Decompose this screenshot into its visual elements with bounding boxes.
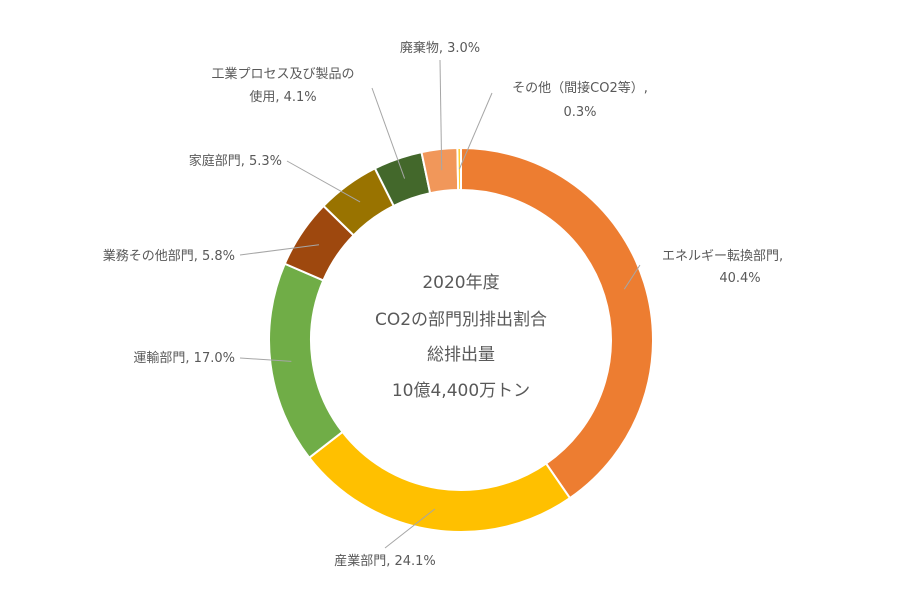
slice-0: [460, 146, 654, 500]
slice-labels: エネルギー転換部門, 40.4% 産業部門, 24.1% 運輸部門, 17.0% 業務そ…: [103, 40, 783, 569]
leader-line-4: [286, 160, 361, 203]
leader-line-7: [458, 92, 493, 170]
leader-line-1: [384, 508, 436, 549]
slice-label-1: 産業部門, 24.1%: [334, 553, 436, 569]
slice-label-3: 業務その他部門, 5.8%: [103, 248, 235, 264]
slice-7: [456, 146, 462, 192]
leader-line-6: [439, 59, 443, 171]
slice-label-7: その他（間接CO2等）, 0.3%: [512, 80, 648, 120]
center-text-line-3: 10億4,400万トン: [392, 381, 530, 401]
slice-label-6: 廃棄物, 3.0%: [400, 40, 480, 56]
leader-line-3: [239, 244, 320, 256]
leader-line-2: [239, 357, 292, 362]
slice-label-4: 家庭部門, 5.3%: [189, 153, 282, 169]
leader-line-5: [371, 87, 406, 179]
center-text-line-1: CO2の部門別排出割合: [375, 310, 547, 330]
slice-label-0: エネルギー転換部門, 40.4%: [662, 249, 783, 286]
slice-1: [307, 430, 572, 533]
donut-slices: [268, 146, 654, 533]
center-text-line-2: 総排出量: [427, 345, 495, 365]
center-text-line-0: 2020年度: [422, 273, 499, 293]
leader-line-0: [623, 264, 641, 290]
slice-label-2: 運輸部門, 17.0%: [133, 351, 235, 366]
slice-label-5: 工業プロセス及び製品の使用, 4.1%: [211, 66, 354, 105]
leader-lines: [239, 59, 641, 549]
